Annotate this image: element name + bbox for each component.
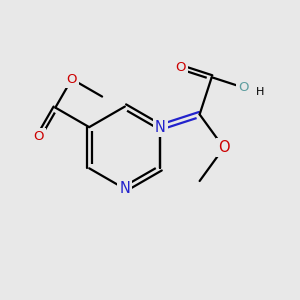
Text: O: O (218, 140, 230, 155)
Text: O: O (238, 81, 248, 94)
Text: O: O (175, 61, 186, 74)
Text: N: N (119, 182, 130, 196)
Text: H: H (256, 87, 264, 97)
Text: O: O (67, 73, 77, 85)
Text: O: O (34, 130, 44, 142)
Text: N: N (155, 120, 166, 135)
